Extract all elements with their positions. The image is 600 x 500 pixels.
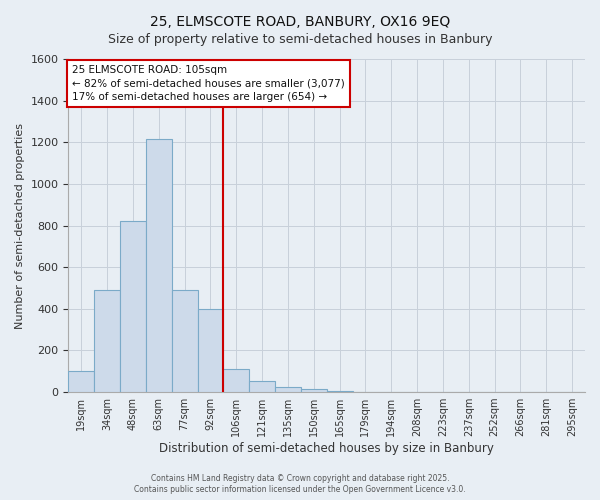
Bar (120, 222, 146, 392)
X-axis label: Distribution of semi-detached houses by size in Banbury: Distribution of semi-detached houses by … (159, 442, 494, 455)
Text: Size of property relative to semi-detached houses in Banbury: Size of property relative to semi-detach… (108, 32, 492, 46)
Bar (223, 369, 249, 392)
Bar (172, 290, 197, 392)
Bar (275, 387, 301, 392)
Bar (94, 290, 120, 392)
Bar (146, 139, 172, 392)
Text: 25 ELMSCOTE ROAD: 105sqm
← 82% of semi-detached houses are smaller (3,077)
17% o: 25 ELMSCOTE ROAD: 105sqm ← 82% of semi-d… (72, 65, 345, 102)
Bar (301, 389, 327, 392)
Text: 25, ELMSCOTE ROAD, BANBURY, OX16 9EQ: 25, ELMSCOTE ROAD, BANBURY, OX16 9EQ (150, 15, 450, 29)
Y-axis label: Number of semi-detached properties: Number of semi-detached properties (15, 122, 25, 328)
Bar (197, 309, 223, 392)
Text: Contains HM Land Registry data © Crown copyright and database right 2025.
Contai: Contains HM Land Registry data © Crown c… (134, 474, 466, 494)
Bar (249, 380, 275, 392)
Bar (327, 391, 353, 392)
Bar (68, 372, 94, 392)
